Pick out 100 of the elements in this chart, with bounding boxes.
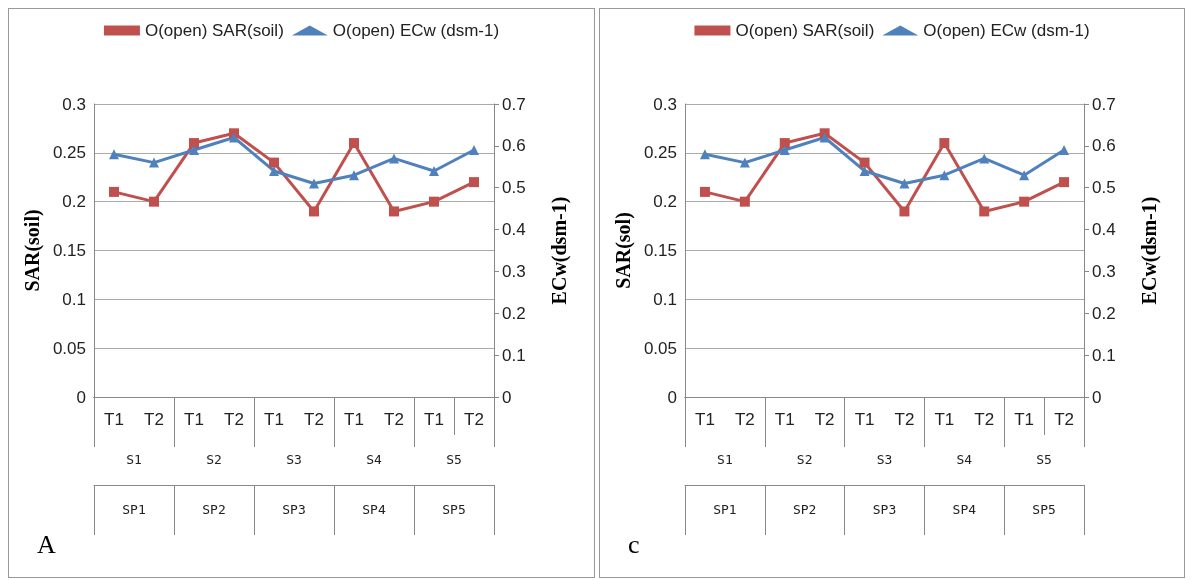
y2-tick-label: 0.1	[1092, 345, 1116, 365]
x-tick-label: T1	[424, 410, 444, 429]
point	[779, 145, 790, 156]
point	[469, 145, 479, 156]
legend-label: O(open) ECw (dsm-1)	[923, 21, 1090, 40]
y2-tick-label: 0.7	[1092, 94, 1116, 114]
point	[189, 138, 199, 149]
y-tick-label: 0.2	[62, 192, 86, 212]
y-tick-label: 0.25	[643, 143, 677, 163]
point	[699, 149, 710, 160]
y2-tick-label: 0.2	[1092, 303, 1116, 323]
y2-tick-label: 0	[502, 387, 512, 407]
y-tick-label: 0.1	[62, 289, 86, 309]
text: A	[37, 529, 56, 559]
text: S3	[876, 452, 893, 467]
x-tick-label: T2	[734, 410, 755, 429]
y2-tick-label: 0.3	[1092, 261, 1116, 281]
point	[1019, 196, 1030, 207]
point	[1059, 145, 1070, 156]
point	[429, 196, 439, 207]
y-tick-label: 0.15	[52, 241, 86, 260]
point	[229, 132, 239, 143]
point	[859, 157, 870, 168]
x-tick-label: T2	[974, 410, 995, 429]
point	[1019, 170, 1030, 181]
x-tick-label: T1	[184, 410, 204, 429]
y-tick-label: 0.1	[653, 289, 677, 309]
text: SP2	[792, 502, 817, 517]
y-tick-label: 0.05	[643, 338, 677, 358]
y2-tick-label: 0.5	[1092, 178, 1116, 198]
point	[979, 153, 990, 164]
y2-tick-label: 0.3	[502, 261, 526, 281]
x-tick-label: T2	[384, 410, 404, 429]
point	[389, 206, 399, 217]
text: S4	[366, 452, 382, 467]
text: S5	[1036, 452, 1052, 467]
x-tick-label: T2	[894, 410, 915, 429]
point	[469, 177, 479, 188]
text: SP1	[713, 502, 737, 517]
y2-tick-label: 0.6	[1092, 136, 1116, 156]
point	[309, 178, 319, 189]
text: SP5	[442, 502, 466, 517]
x-tick-label: T2	[304, 410, 324, 429]
y2-tick-label: 0.4	[1092, 220, 1116, 240]
point	[1059, 177, 1070, 188]
y-tick-label: 0.3	[653, 94, 677, 114]
x-tick-label: T1	[104, 410, 124, 429]
point	[779, 138, 790, 149]
point	[109, 186, 119, 197]
point	[429, 165, 439, 176]
y-tick-label: 0.05	[52, 338, 86, 358]
y-tick-label: 0	[667, 387, 677, 407]
text: c	[628, 529, 640, 559]
text: SP3	[872, 502, 897, 517]
text: SP4	[952, 502, 977, 517]
y-tick-label: 0.2	[653, 192, 677, 212]
point	[899, 206, 910, 217]
y-axis-title: SAR(sol)	[612, 212, 635, 289]
text: SP2	[202, 502, 226, 517]
y2-tick-label: 0.2	[502, 303, 526, 323]
y2-tick-label: 0.1	[502, 345, 526, 365]
x-tick-label: T1	[1014, 410, 1035, 429]
point	[739, 157, 750, 168]
point	[149, 196, 159, 207]
point	[979, 206, 990, 217]
point	[149, 157, 159, 168]
y2-tick-label: 0.4	[502, 220, 526, 240]
x-tick-label: T2	[1054, 410, 1074, 429]
text: S1	[126, 452, 142, 467]
point	[939, 170, 950, 181]
y2-axis-title: ECw(dsm-1)	[1138, 196, 1161, 305]
legend-label: O(open) SAR(soil)	[144, 21, 284, 40]
point	[189, 145, 199, 156]
y-tick-label: 0.15	[643, 241, 677, 260]
y-tick-label: 0.3	[62, 94, 86, 114]
x-tick-label: T2	[814, 410, 835, 429]
point	[269, 157, 279, 168]
point	[349, 138, 359, 149]
y2-tick-label: 0	[1092, 387, 1102, 407]
x-tick-label: T2	[224, 410, 244, 429]
text: S2	[206, 452, 222, 467]
x-tick-label: T1	[344, 410, 364, 429]
legend-label: O(open) ECw (dsm-1)	[332, 21, 500, 40]
point	[309, 206, 319, 217]
point	[349, 170, 359, 181]
y2-tick-label: 0.7	[502, 94, 526, 114]
text: S4	[956, 452, 973, 467]
y2-tick-label: 0.6	[502, 136, 526, 156]
text: S2	[796, 452, 813, 467]
text: SP5	[1032, 502, 1056, 517]
point	[819, 132, 830, 143]
point	[939, 138, 950, 149]
y-tick-label: 0.25	[52, 143, 86, 163]
x-tick-label: T1	[695, 410, 715, 429]
x-tick-label: T2	[464, 410, 484, 429]
x-tick-label: T1	[774, 410, 795, 429]
text: S3	[286, 452, 302, 467]
y2-axis-title: ECw(dsm-1)	[548, 196, 571, 305]
x-tick-label: T1	[854, 410, 875, 429]
y-axis-title: SAR(soil)	[21, 209, 44, 292]
